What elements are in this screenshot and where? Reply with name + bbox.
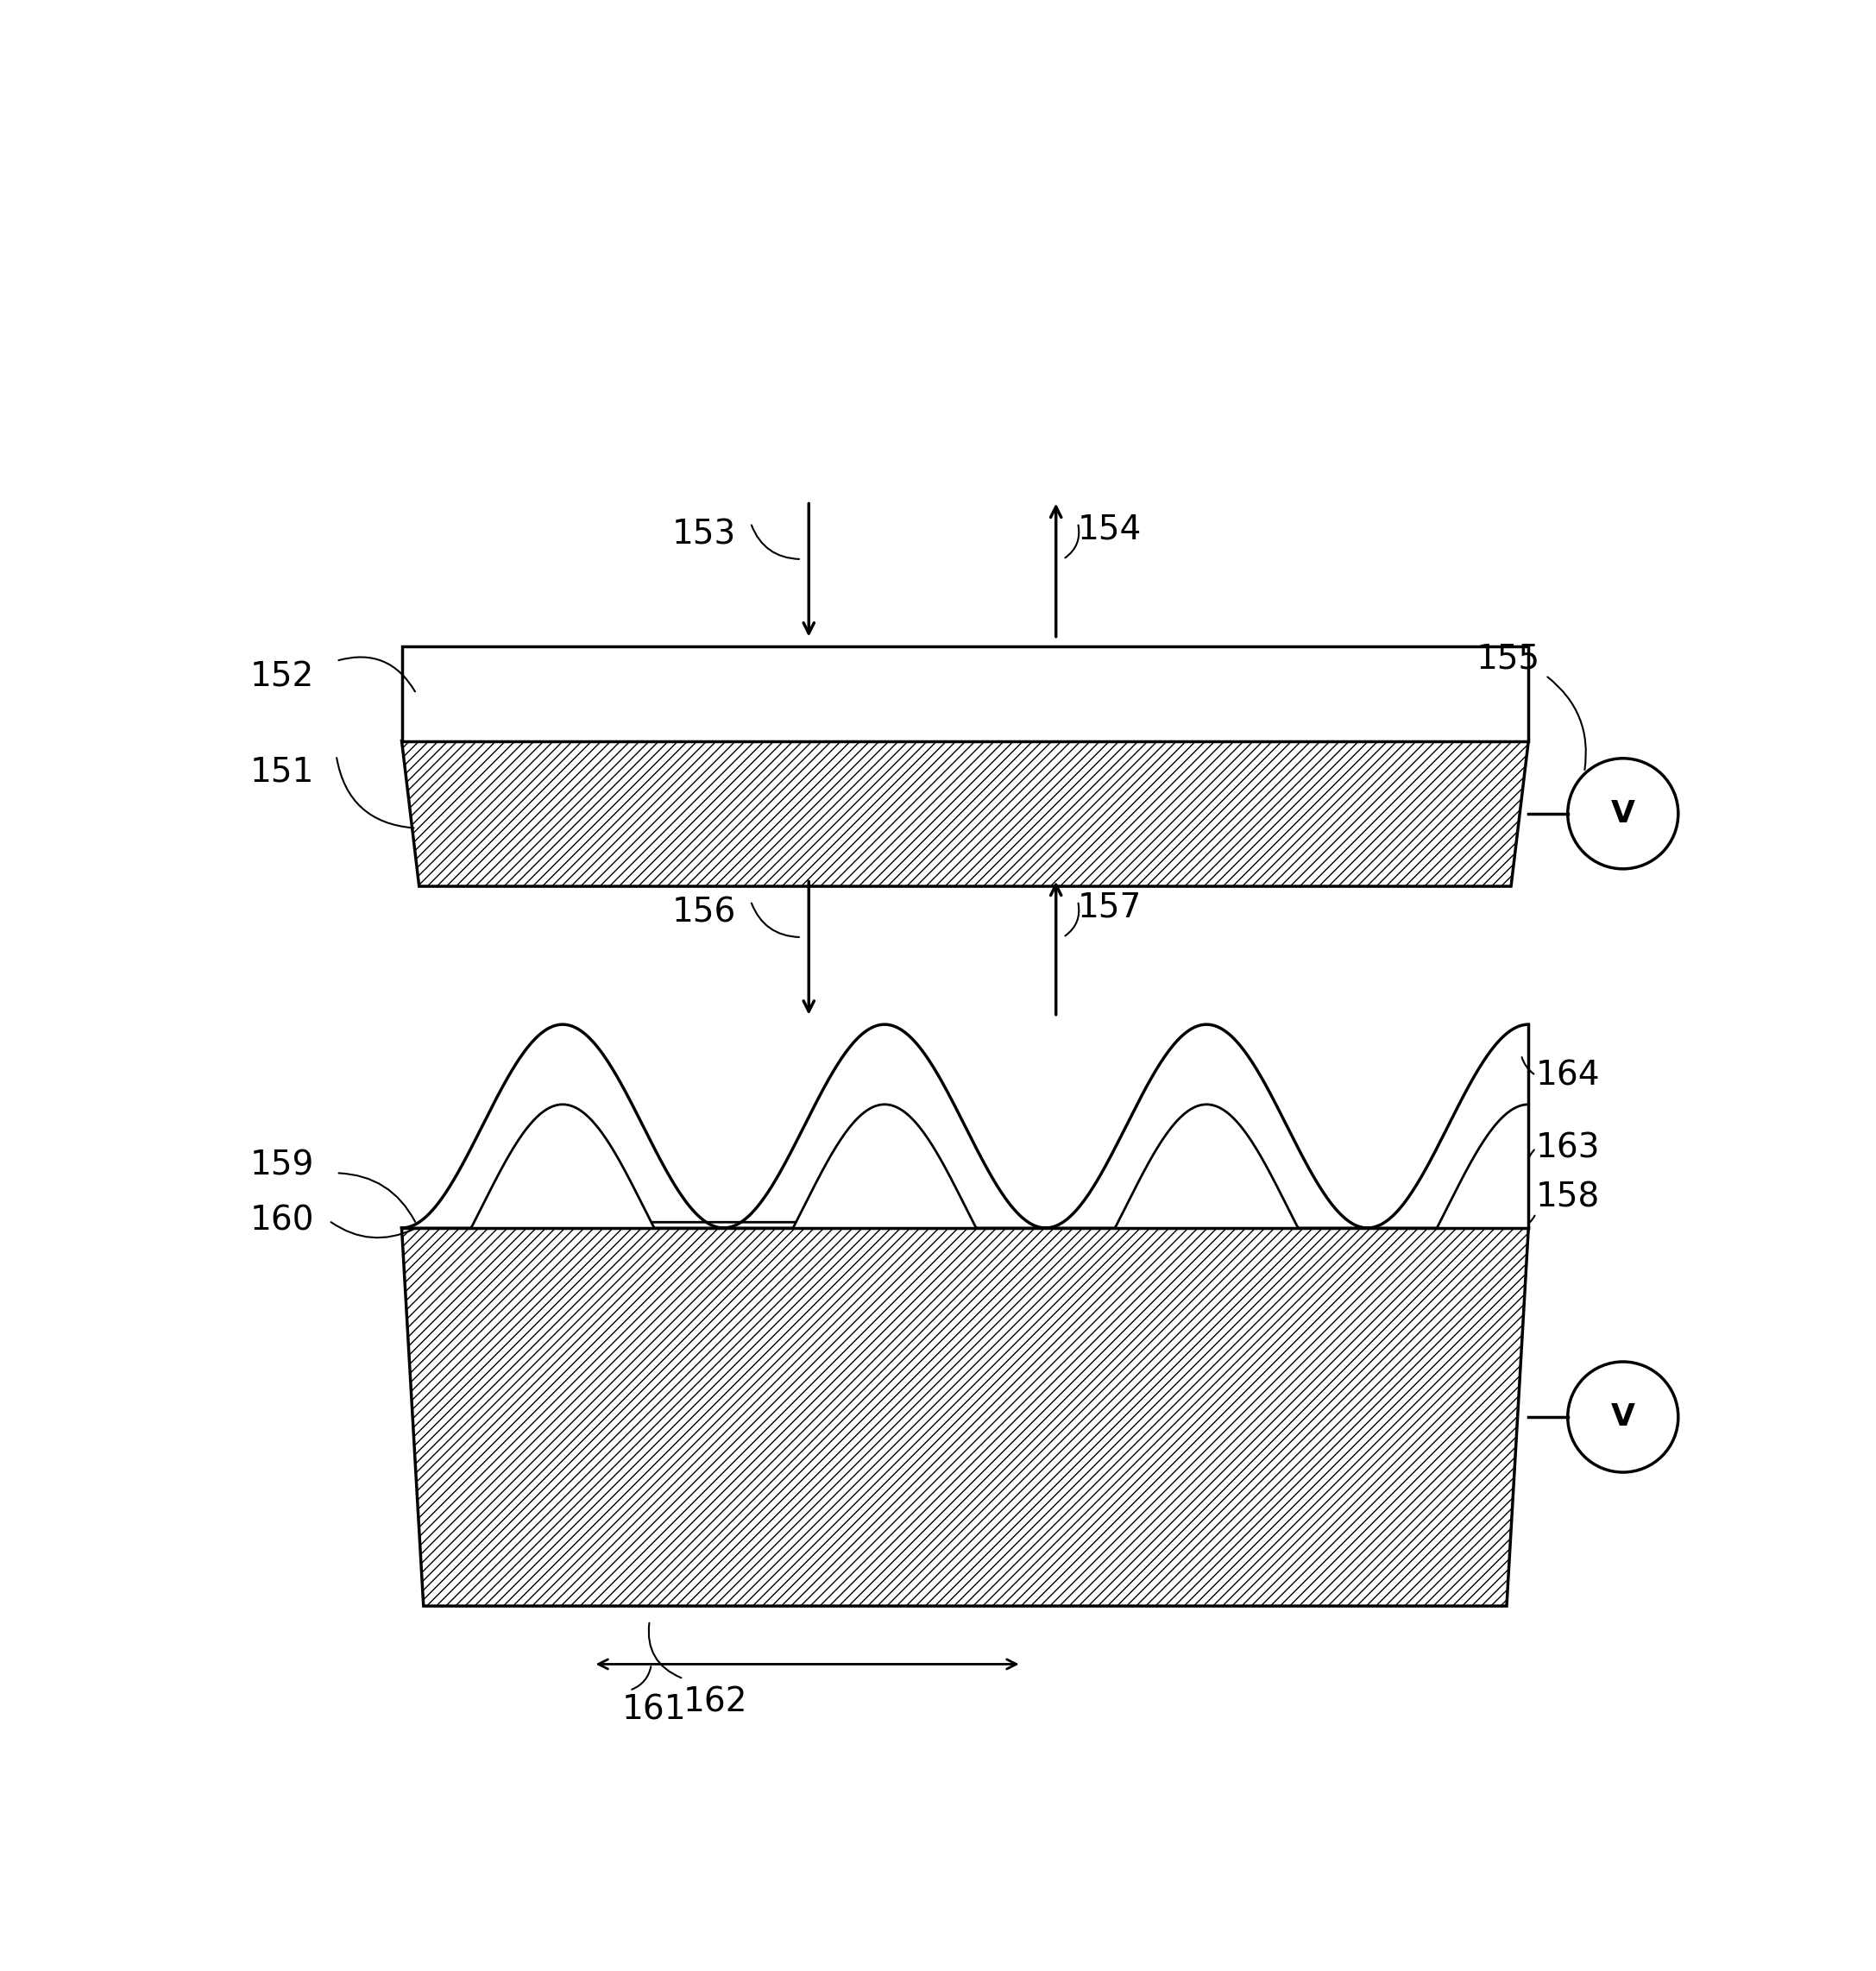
Text: 162: 162 — [683, 1685, 749, 1719]
Text: 161: 161 — [623, 1693, 687, 1727]
Text: V: V — [1611, 798, 1636, 828]
Text: 154: 154 — [1077, 512, 1142, 546]
Polygon shape — [401, 1104, 1529, 1228]
Polygon shape — [401, 1228, 1529, 1606]
Polygon shape — [401, 741, 1529, 887]
Polygon shape — [401, 646, 1529, 741]
Text: 156: 156 — [672, 897, 735, 928]
Text: 157: 157 — [1077, 891, 1142, 924]
Text: 159: 159 — [250, 1149, 315, 1183]
Text: 158: 158 — [1536, 1181, 1600, 1214]
Text: 160: 160 — [250, 1204, 315, 1238]
Text: 164: 164 — [1536, 1058, 1600, 1092]
Text: 152: 152 — [250, 660, 315, 694]
Text: 151: 151 — [250, 755, 315, 788]
Text: 163: 163 — [1536, 1131, 1600, 1165]
Text: 153: 153 — [672, 518, 735, 552]
Polygon shape — [401, 1025, 1529, 1228]
Text: V: V — [1611, 1401, 1636, 1431]
Text: 155: 155 — [1476, 643, 1540, 676]
